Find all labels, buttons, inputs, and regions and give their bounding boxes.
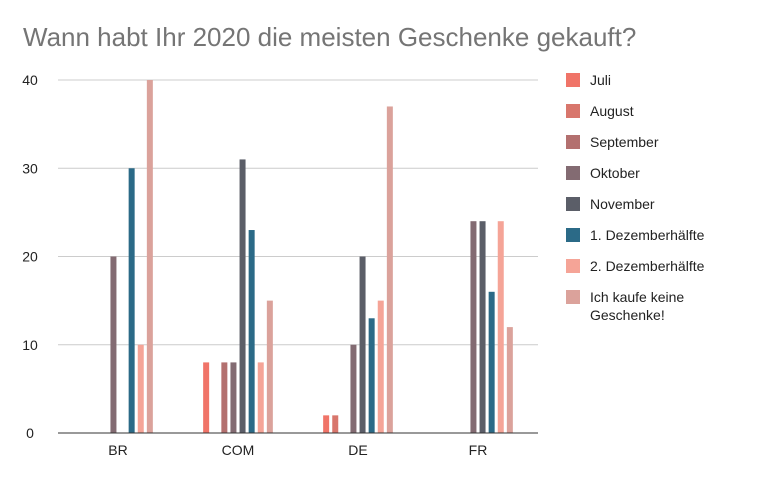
legend: Juli August September Oktober November 1. Dez… bbox=[566, 72, 705, 323]
legend-swatch bbox=[566, 135, 580, 149]
axes: 0 10 20 30 40 BR COM DE FR bbox=[22, 72, 538, 458]
bar-de-0 bbox=[323, 415, 330, 433]
bar-fr-3 bbox=[470, 221, 477, 433]
bar-fr-5 bbox=[488, 291, 495, 433]
legend-label: 1. Dezemberhälfte bbox=[590, 227, 705, 243]
bar-com-6 bbox=[257, 362, 264, 433]
bar-br-7 bbox=[146, 80, 153, 433]
legend-swatch bbox=[566, 228, 580, 242]
y-tick-label: 10 bbox=[22, 337, 38, 353]
bar-br-5 bbox=[128, 168, 135, 433]
y-tick-label: 0 bbox=[26, 425, 34, 441]
legend-swatch bbox=[566, 166, 580, 180]
bar-fr-4 bbox=[479, 221, 486, 433]
y-tick-label: 30 bbox=[22, 160, 38, 176]
bar-br-6 bbox=[137, 344, 144, 433]
bar-de-6 bbox=[377, 300, 384, 433]
legend-label: Ich kaufe keine Geschenke! bbox=[590, 289, 684, 323]
legend-swatch bbox=[566, 104, 580, 118]
legend-label: Oktober bbox=[590, 165, 640, 181]
bar-com-4 bbox=[239, 159, 246, 434]
bar-br-3 bbox=[110, 256, 117, 433]
chart-title: Wann habt Ihr 2020 die meisten Geschenke… bbox=[23, 22, 637, 52]
legend-swatch bbox=[566, 73, 580, 87]
y-tick-label: 40 bbox=[22, 72, 38, 88]
legend-swatch bbox=[566, 197, 580, 211]
bar-com-2 bbox=[221, 362, 228, 433]
x-tick-label: BR bbox=[108, 442, 127, 458]
bar-com-7 bbox=[266, 300, 273, 433]
x-tick-label: FR bbox=[469, 442, 488, 458]
legend-label: September bbox=[590, 134, 659, 150]
bar-fr-7 bbox=[506, 327, 513, 433]
bar-de-1 bbox=[332, 415, 339, 433]
bar-de-7 bbox=[386, 106, 393, 433]
bar-com-5 bbox=[248, 230, 255, 433]
bar-de-3 bbox=[350, 344, 357, 433]
legend-label: 2. Dezemberhälfte bbox=[590, 258, 705, 274]
bar-fr-6 bbox=[497, 221, 504, 433]
bar-com-3 bbox=[230, 362, 237, 433]
bars bbox=[110, 80, 513, 434]
bar-de-4 bbox=[359, 256, 366, 433]
bar-com-0 bbox=[203, 362, 210, 433]
bar-de-5 bbox=[368, 318, 375, 433]
legend-swatch bbox=[566, 290, 580, 304]
x-tick-label: COM bbox=[222, 442, 255, 458]
legend-label: Juli bbox=[590, 72, 611, 88]
legend-label: August bbox=[590, 103, 634, 119]
legend-label: November bbox=[590, 196, 655, 212]
x-tick-label: DE bbox=[348, 442, 367, 458]
y-tick-label: 20 bbox=[22, 249, 38, 265]
legend-swatch bbox=[566, 259, 580, 273]
